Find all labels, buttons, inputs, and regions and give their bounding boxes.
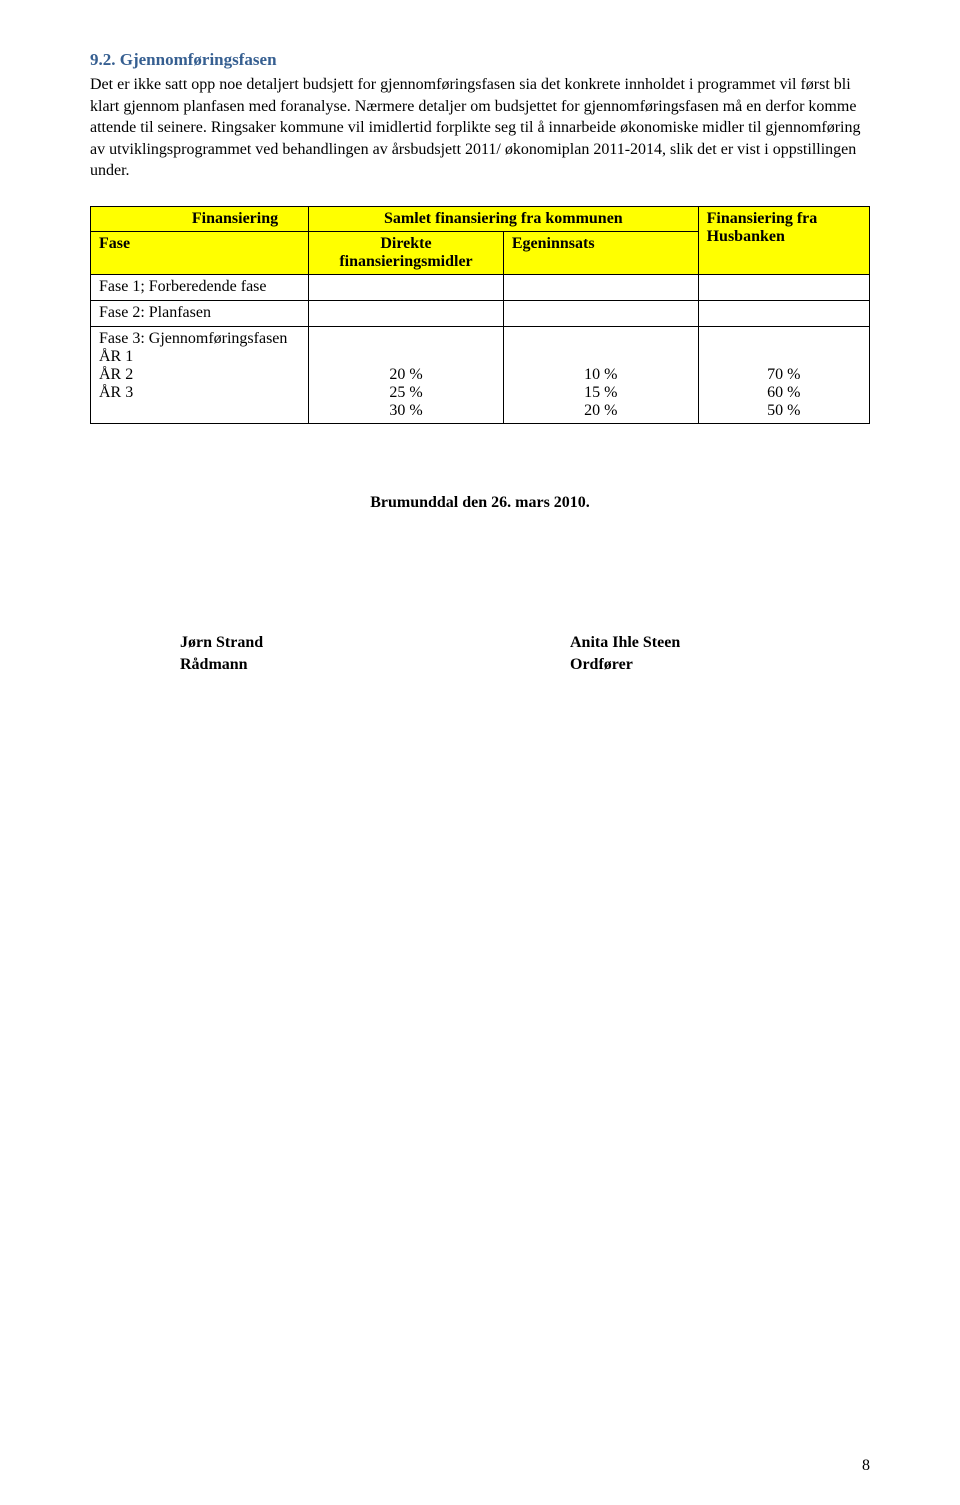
sig-name: Jørn Strand bbox=[180, 634, 263, 651]
table-cell bbox=[698, 274, 869, 300]
table-row: Fase 1; Forberedende fase bbox=[91, 274, 309, 300]
signature-right: Anita Ihle Steen Ordfører bbox=[570, 632, 680, 675]
page-number: 8 bbox=[862, 1457, 870, 1475]
value: 30 % bbox=[389, 402, 422, 419]
table-cell: 20 % 25 % 30 % bbox=[309, 326, 504, 423]
sig-name: Anita Ihle Steen bbox=[570, 634, 680, 651]
date-line: Brumunddal den 26. mars 2010. bbox=[90, 494, 870, 512]
table-header-direkte: Direkte finansieringsmidler bbox=[309, 231, 504, 274]
table-header-husbanken: Finansiering fra Husbanken bbox=[698, 206, 869, 274]
year-label: ÅR 3 bbox=[99, 384, 133, 401]
signature-left: Jørn Strand Rådmann bbox=[180, 632, 460, 675]
value: 25 % bbox=[389, 384, 422, 401]
table-cell bbox=[698, 300, 869, 326]
value: 20 % bbox=[584, 402, 617, 419]
sig-title: Ordfører bbox=[570, 656, 633, 673]
table-cell bbox=[309, 274, 504, 300]
value: 50 % bbox=[767, 402, 800, 419]
section-heading: 9.2. Gjennomføringsfasen bbox=[90, 50, 870, 70]
table-row: Fase 2: Planfasen bbox=[91, 300, 309, 326]
signature-block: Jørn Strand Rådmann Anita Ihle Steen Ord… bbox=[90, 632, 870, 675]
table-cell bbox=[503, 274, 698, 300]
table-cell: 70 % 60 % 50 % bbox=[698, 326, 869, 423]
financing-table: Finansiering Samlet finansiering fra kom… bbox=[90, 206, 870, 424]
table-cell bbox=[309, 300, 504, 326]
year-label: ÅR 1 bbox=[99, 348, 133, 365]
table-header-fase: Fase bbox=[91, 231, 309, 274]
year-label: ÅR 2 bbox=[99, 366, 133, 383]
value: 60 % bbox=[767, 384, 800, 401]
sig-title: Rådmann bbox=[180, 656, 248, 673]
block2-label: Fase 3: Gjennomføringsfasen bbox=[99, 330, 287, 347]
table-cell: 10 % 15 % 20 % bbox=[503, 326, 698, 423]
value: 70 % bbox=[767, 366, 800, 383]
table-header-egeninnsats: Egeninnsats bbox=[503, 231, 698, 274]
table-header-financing: Finansiering bbox=[91, 206, 309, 231]
value: 20 % bbox=[389, 366, 422, 383]
value: 15 % bbox=[584, 384, 617, 401]
value: 10 % bbox=[584, 366, 617, 383]
table-cell bbox=[503, 300, 698, 326]
section-paragraph: Det er ikke satt opp noe detaljert budsj… bbox=[90, 74, 870, 182]
table-block2: Fase 3: Gjennomføringsfasen ÅR 1 ÅR 2 ÅR… bbox=[91, 326, 309, 423]
table-header-samlet: Samlet finansiering fra kommunen bbox=[309, 206, 699, 231]
